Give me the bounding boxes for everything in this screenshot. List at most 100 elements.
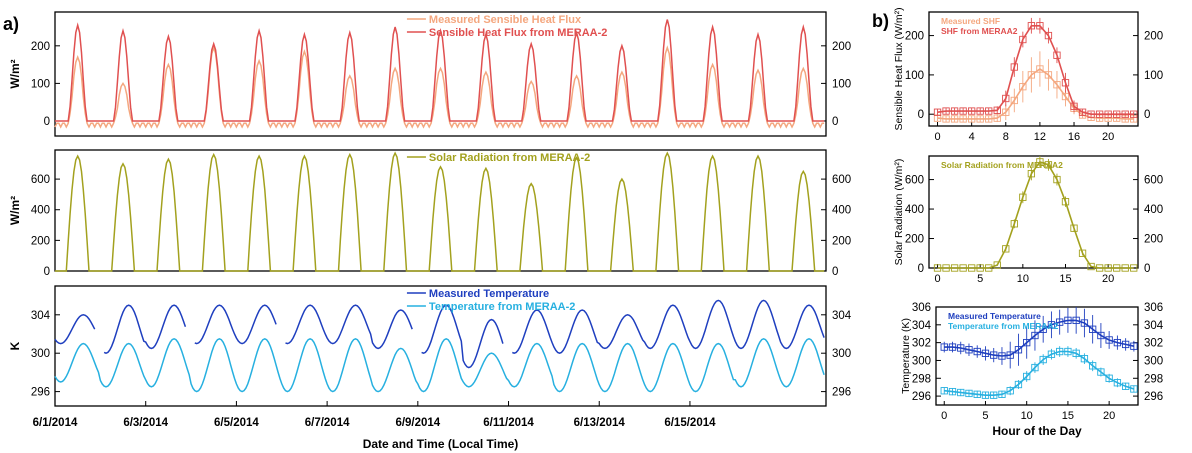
legend-entry: Temperature from MERAA-2 xyxy=(429,301,576,313)
y-tick-label: 600 xyxy=(31,174,50,186)
y-tick-label-right: 0 xyxy=(832,266,838,278)
y-axis-label: Sensible Heat Flux (W/m²) xyxy=(893,7,905,130)
y-tick-label: 200 xyxy=(31,41,50,53)
y-tick-label-right: 304 xyxy=(832,310,852,322)
legend-entry: Temperature from MERAA2 xyxy=(948,321,1059,331)
y-tick-label-right: 300 xyxy=(1144,355,1163,367)
y-tick-label-right: 200 xyxy=(1144,234,1163,246)
y-tick-label: 0 xyxy=(44,266,50,278)
x-tick-label: 6/7/2014 xyxy=(305,417,350,429)
x-tick-label: 8 xyxy=(1003,131,1009,143)
x-axis-label: Hour of the Day xyxy=(992,424,1082,438)
y-tick-label: 304 xyxy=(912,320,932,332)
y-axis-label: W/m² xyxy=(8,59,22,88)
x-tick-label: 15 xyxy=(1062,410,1074,422)
y-tick-label-right: 200 xyxy=(832,235,851,247)
x-tick-label: 15 xyxy=(1059,273,1071,285)
series-line-merra_temp xyxy=(55,339,824,392)
panel-label-b: b) xyxy=(872,11,889,31)
y-tick-label-right: 0 xyxy=(832,116,838,128)
y-tick-label: 0 xyxy=(44,116,50,128)
y-axis-label: Solar Radiation (W/m²) xyxy=(893,159,905,266)
y-tick-label-right: 400 xyxy=(1144,204,1163,216)
y-tick-label: 296 xyxy=(912,391,931,403)
y-tick-label-right: 0 xyxy=(1144,109,1150,121)
legend-entry: Measured SHF xyxy=(941,16,1000,26)
y-tick-label-right: 306 xyxy=(1144,302,1163,314)
x-tick-label: 4 xyxy=(969,131,975,143)
series-line-solar xyxy=(938,162,1134,268)
y-tick-label: 296 xyxy=(31,387,50,399)
x-tick-label: 10 xyxy=(1017,273,1029,285)
x-tick-label: 0 xyxy=(934,273,940,285)
chart-a-middle: 0 0 200 200 400 400 600 600 W/m² Solar Radiation … xyxy=(8,150,851,278)
x-axis-label: Date and Time (Local Time) xyxy=(363,437,519,451)
y-tick-label-right: 600 xyxy=(832,174,851,186)
y-tick-label: 400 xyxy=(31,205,50,217)
legend-entry: Measured Sensible Heat Flux xyxy=(429,14,582,26)
plot-frame xyxy=(929,156,1138,268)
y-tick-label-right: 100 xyxy=(832,78,851,90)
legend-entry: Measured Temperature xyxy=(429,288,549,300)
x-tick-label: 12 xyxy=(1034,131,1046,143)
x-tick-label: 20 xyxy=(1102,131,1114,143)
x-tick-label: 6/11/2014 xyxy=(483,417,534,429)
y-tick-label-right: 0 xyxy=(1144,263,1150,275)
legend-entry: Solar Radiation from MERAA2 xyxy=(941,160,1063,170)
panel-label-a: a) xyxy=(3,14,19,34)
series-line-solar xyxy=(55,153,824,271)
x-tick-label: 6/1/2014 xyxy=(33,417,78,429)
y-tick-label: 302 xyxy=(912,338,931,350)
x-tick-label: 20 xyxy=(1102,273,1114,285)
y-tick-label: 400 xyxy=(905,204,924,216)
x-tick-label: 6/3/2014 xyxy=(123,417,168,429)
x-tick-label: 0 xyxy=(934,131,940,143)
legend-entry: Solar Radiation from MERAA-2 xyxy=(429,152,590,164)
y-axis-label: K xyxy=(8,341,22,350)
x-tick-label: 6/13/2014 xyxy=(574,417,626,429)
y-tick-label: 200 xyxy=(905,31,924,43)
x-tick-label: 6/15/2014 xyxy=(664,417,716,429)
y-tick-label: 0 xyxy=(918,109,924,121)
y-tick-label: 600 xyxy=(905,175,924,187)
y-tick-label: 100 xyxy=(905,70,924,82)
x-tick-label: 5 xyxy=(982,410,988,422)
y-tick-label-right: 296 xyxy=(832,387,851,399)
y-tick-label: 100 xyxy=(31,78,50,90)
y-tick-label-right: 400 xyxy=(832,205,851,217)
series-line-merra_temp xyxy=(944,352,1134,396)
y-axis-label: W/m² xyxy=(8,196,22,225)
x-tick-label: 16 xyxy=(1068,131,1080,143)
y-tick-label: 0 xyxy=(918,263,924,275)
series-line-merra_shf xyxy=(938,26,1134,114)
x-tick-label: 6/5/2014 xyxy=(214,417,259,429)
y-tick-label: 304 xyxy=(31,310,51,322)
y-axis-label: Temperature (K) xyxy=(900,318,912,394)
chart-b-bottom: 296 296298 298300 300302 302304 304306 306Temp… xyxy=(900,302,1164,438)
legend-entry: Measured Temperature xyxy=(948,311,1041,321)
chart-a-bottom: 296 296 300 300 304 304 K Measured TemperatureT… xyxy=(8,286,852,451)
chart-b-top: 0 0100 100200 200Sensible Heat Flux (W/m²)0… xyxy=(893,7,1163,143)
y-tick-label-right: 300 xyxy=(832,348,851,360)
y-tick-label-right: 304 xyxy=(1144,320,1164,332)
y-tick-label: 306 xyxy=(912,302,931,314)
legend-entry: Sensible Heat Flux from MERAA-2 xyxy=(429,27,607,39)
x-tick-label: 0 xyxy=(941,410,947,422)
y-tick-label-right: 302 xyxy=(1144,338,1163,350)
y-tick-label: 200 xyxy=(905,234,924,246)
y-tick-label-right: 298 xyxy=(1144,373,1163,385)
y-tick-label-right: 600 xyxy=(1144,175,1163,187)
y-tick-label-right: 200 xyxy=(1144,31,1163,43)
chart-a-top: 0 0 100 100 200 200 W/m² Measured Sensible Heat… xyxy=(8,12,851,136)
x-tick-label: 20 xyxy=(1103,410,1115,422)
y-tick-label: 300 xyxy=(31,348,50,360)
legend-entry: SHF from MERAA2 xyxy=(941,26,1018,36)
y-tick-label: 298 xyxy=(912,373,931,385)
x-tick-label: 6/9/2014 xyxy=(395,417,440,429)
y-tick-label: 200 xyxy=(31,235,50,247)
y-tick-label-right: 200 xyxy=(832,41,851,53)
y-tick-label-right: 296 xyxy=(1144,391,1163,403)
x-tick-label: 5 xyxy=(977,273,983,285)
